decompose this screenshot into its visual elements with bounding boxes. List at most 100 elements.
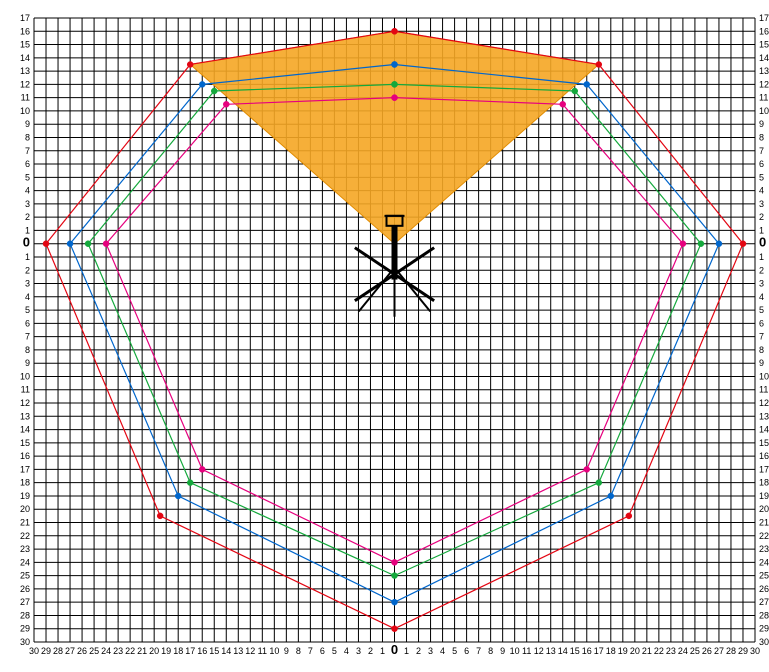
svg-text:30: 30	[29, 646, 39, 656]
svg-text:20: 20	[149, 646, 159, 656]
svg-text:7: 7	[476, 646, 481, 656]
svg-text:30: 30	[759, 637, 769, 647]
svg-text:8: 8	[759, 345, 764, 355]
svg-text:10: 10	[759, 106, 769, 116]
svg-text:13: 13	[20, 66, 30, 76]
svg-text:3: 3	[759, 279, 764, 289]
svg-text:19: 19	[759, 491, 769, 501]
svg-text:10: 10	[510, 646, 520, 656]
svg-text:20: 20	[759, 504, 769, 514]
svg-text:27: 27	[759, 597, 769, 607]
svg-text:9: 9	[284, 646, 289, 656]
svg-text:17: 17	[759, 464, 769, 474]
svg-text:21: 21	[137, 646, 147, 656]
svg-text:22: 22	[759, 531, 769, 541]
svg-text:4: 4	[25, 186, 30, 196]
svg-text:9: 9	[500, 646, 505, 656]
svg-text:9: 9	[759, 119, 764, 129]
svg-text:23: 23	[666, 646, 676, 656]
svg-text:8: 8	[296, 646, 301, 656]
svg-text:29: 29	[20, 624, 30, 634]
svg-text:12: 12	[534, 646, 544, 656]
svg-text:11: 11	[258, 646, 267, 656]
svg-text:1: 1	[759, 252, 764, 262]
svg-text:2: 2	[25, 265, 30, 275]
svg-text:15: 15	[759, 438, 769, 448]
svg-text:2: 2	[759, 265, 764, 275]
svg-text:14: 14	[20, 425, 30, 435]
svg-text:26: 26	[702, 646, 712, 656]
svg-text:21: 21	[759, 518, 769, 528]
svg-text:11: 11	[759, 385, 768, 395]
svg-text:22: 22	[654, 646, 664, 656]
svg-text:15: 15	[759, 40, 769, 50]
svg-text:6: 6	[25, 318, 30, 328]
svg-text:6: 6	[759, 159, 764, 169]
svg-text:18: 18	[173, 646, 183, 656]
svg-text:18: 18	[759, 478, 769, 488]
svg-text:14: 14	[759, 53, 769, 63]
svg-text:2: 2	[759, 212, 764, 222]
svg-text:28: 28	[759, 610, 769, 620]
svg-text:5: 5	[452, 646, 457, 656]
svg-text:4: 4	[440, 646, 445, 656]
svg-text:22: 22	[125, 646, 135, 656]
svg-text:8: 8	[25, 345, 30, 355]
svg-text:15: 15	[209, 646, 219, 656]
svg-text:20: 20	[20, 504, 30, 514]
svg-text:9: 9	[25, 119, 30, 129]
svg-text:30: 30	[750, 646, 760, 656]
svg-text:28: 28	[726, 646, 736, 656]
svg-text:12: 12	[245, 646, 255, 656]
svg-text:29: 29	[759, 624, 769, 634]
svg-text:1: 1	[380, 646, 385, 656]
svg-text:4: 4	[25, 292, 30, 302]
svg-text:6: 6	[320, 646, 325, 656]
svg-text:26: 26	[77, 646, 87, 656]
svg-text:17: 17	[20, 13, 30, 23]
svg-text:26: 26	[759, 584, 769, 594]
svg-text:3: 3	[428, 646, 433, 656]
svg-text:7: 7	[25, 146, 30, 156]
svg-text:0: 0	[759, 235, 766, 250]
svg-text:25: 25	[89, 646, 99, 656]
svg-text:24: 24	[101, 646, 111, 656]
svg-text:3: 3	[25, 199, 30, 209]
svg-text:16: 16	[759, 451, 769, 461]
svg-text:17: 17	[594, 646, 604, 656]
svg-text:29: 29	[41, 646, 51, 656]
svg-text:26: 26	[20, 584, 30, 594]
svg-text:27: 27	[20, 597, 30, 607]
svg-text:0: 0	[391, 642, 398, 657]
svg-text:24: 24	[20, 557, 30, 567]
svg-text:21: 21	[20, 518, 30, 528]
svg-text:13: 13	[759, 411, 769, 421]
svg-text:4: 4	[759, 292, 764, 302]
svg-text:6: 6	[25, 159, 30, 169]
reach-chart: 1716151413121110987654321012345678910111…	[10, 10, 769, 662]
svg-text:25: 25	[759, 571, 769, 581]
svg-text:17: 17	[20, 464, 30, 474]
svg-text:13: 13	[759, 66, 769, 76]
svg-text:16: 16	[20, 451, 30, 461]
svg-text:2: 2	[25, 212, 30, 222]
svg-text:17: 17	[759, 13, 769, 23]
svg-text:5: 5	[759, 305, 764, 315]
svg-text:25: 25	[690, 646, 700, 656]
svg-text:15: 15	[20, 40, 30, 50]
svg-text:14: 14	[20, 53, 30, 63]
svg-text:9: 9	[759, 358, 764, 368]
svg-text:28: 28	[53, 646, 63, 656]
svg-text:7: 7	[759, 332, 764, 342]
svg-text:1: 1	[404, 646, 409, 656]
svg-text:3: 3	[356, 646, 361, 656]
svg-text:11: 11	[759, 93, 768, 103]
svg-text:15: 15	[20, 438, 30, 448]
svg-text:13: 13	[546, 646, 556, 656]
svg-text:27: 27	[65, 646, 75, 656]
svg-text:27: 27	[714, 646, 724, 656]
svg-text:17: 17	[185, 646, 195, 656]
svg-text:8: 8	[759, 132, 764, 142]
svg-text:28: 28	[20, 610, 30, 620]
svg-text:23: 23	[20, 544, 30, 554]
